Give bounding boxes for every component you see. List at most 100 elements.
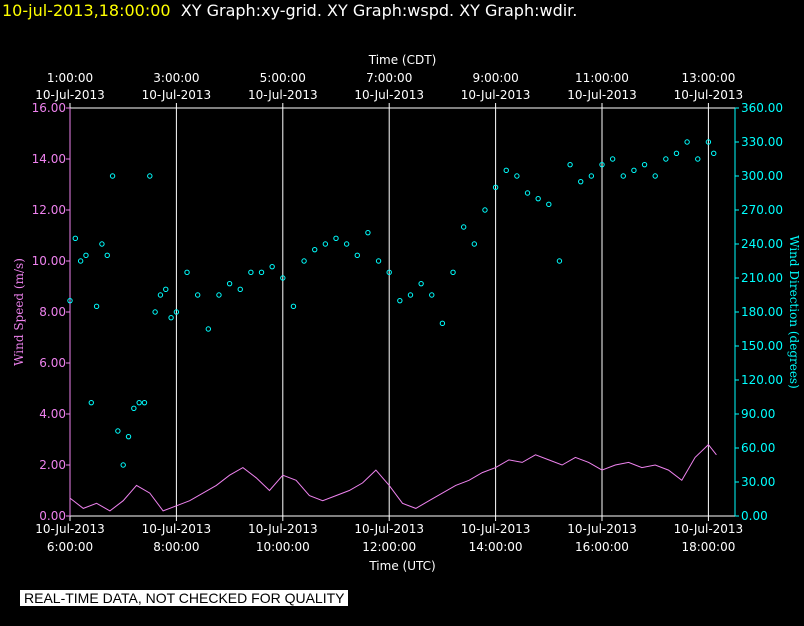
bottom-tick-date: 10-Jul-2013: [354, 522, 424, 536]
wind-direction-point: [120, 462, 126, 468]
wind-direction-point: [705, 139, 712, 145]
wind-direction-point: [375, 258, 382, 264]
header-graph-list: XY Graph:xy-grid. XY Graph:wspd. XY Grap…: [180, 1, 578, 20]
wind-direction-point: [173, 309, 180, 315]
wind-direction-point: [673, 150, 680, 157]
bottom-tick-time: 10:00:00: [256, 540, 310, 554]
wind-direction-point: [312, 246, 318, 253]
wind-direction-point: [354, 252, 360, 259]
left-tick-label: 4.00: [39, 407, 66, 421]
right-tick-label: 270.00: [741, 203, 783, 217]
wind-direction-point: [407, 292, 414, 298]
wind-direction-point: [115, 428, 121, 434]
wind-direction-point: [343, 241, 350, 247]
wind-direction-point: [269, 263, 275, 270]
wind-direction-point: [460, 224, 467, 230]
bottom-tick-date: 10-Jul-2013: [35, 522, 105, 536]
wind-direction-point: [104, 252, 110, 259]
right-tick-label: 90.00: [741, 407, 775, 421]
wind-direction-point: [535, 195, 541, 202]
right-tick-label: 240.00: [741, 237, 783, 251]
wind-direction-point: [556, 258, 563, 264]
wind-direction-point: [333, 235, 339, 242]
top-tick-time: 11:00:00: [575, 71, 629, 85]
wind-direction-point: [471, 241, 478, 247]
wind-direction-point: [439, 320, 446, 327]
wind-direction-point: [168, 314, 174, 321]
wind-direction-point: [631, 167, 637, 174]
top-tick-date: 10-Jul-2013: [142, 88, 212, 102]
right-tick-label: 30.00: [741, 475, 775, 489]
wind-direction-point: [184, 269, 190, 276]
wind-direction-point: [88, 399, 94, 406]
wind-direction-point: [136, 399, 142, 406]
top-tick-time: 3:00:00: [153, 71, 199, 85]
right-tick-label: 150.00: [741, 339, 783, 353]
bottom-tick-date: 10-Jul-2013: [461, 522, 531, 536]
bottom-tick-date: 10-Jul-2013: [567, 522, 637, 536]
right-tick-label: 60.00: [741, 441, 775, 455]
left-tick-label: 12.00: [32, 203, 66, 217]
top-tick-date: 10-Jul-2013: [354, 88, 424, 102]
right-tick-label: 300.00: [741, 169, 783, 183]
right-tick-label: 360.00: [741, 101, 783, 115]
right-axis-title: Wind Direction (degrees): [787, 235, 801, 389]
wind-direction-point: [684, 139, 690, 145]
bottom-tick-time: 12:00:00: [362, 540, 416, 554]
wind-direction-point: [157, 292, 164, 298]
wind-direction-point: [386, 269, 392, 276]
top-tick-date: 10-Jul-2013: [35, 88, 105, 102]
header-timestamp: 10-jul-2013,18:00:00: [2, 1, 171, 20]
left-tick-label: 2.00: [39, 458, 66, 472]
bottom-tick-time: 18:00:00: [681, 540, 735, 554]
wind-direction-point: [482, 207, 488, 213]
left-tick-label: 16.00: [32, 101, 66, 115]
top-axis-title: Time (CDT): [368, 53, 437, 67]
wind-direction-point: [663, 156, 669, 162]
wind-direction-point: [99, 241, 105, 247]
left-tick-label: 10.00: [32, 254, 66, 268]
top-tick-time: 13:00:00: [681, 71, 735, 85]
left-axis-title: Wind Speed (m/s): [12, 258, 26, 366]
right-tick-label: 0.00: [741, 509, 768, 523]
top-tick-time: 5:00:00: [260, 71, 306, 85]
wind-direction-point: [609, 156, 616, 162]
wind-direction-point: [131, 405, 137, 412]
wind-direction-point: [152, 309, 158, 315]
wind-direction-point: [237, 286, 243, 293]
wind-direction-point: [163, 286, 169, 293]
left-tick-label: 8.00: [39, 305, 66, 319]
wind-direction-point: [524, 190, 531, 196]
right-tick-label: 330.00: [741, 135, 783, 149]
wind-direction-point: [141, 399, 148, 406]
bottom-tick-time: 14:00:00: [469, 540, 523, 554]
wind-direction-point: [652, 173, 658, 179]
wind-direction-point: [546, 201, 552, 208]
wind-direction-point: [514, 173, 520, 179]
chart-header: 10-jul-2013,18:00:00 XY Graph:xy-grid. X…: [2, 1, 577, 20]
wind-direction-point: [503, 167, 509, 174]
top-tick-date: 10-Jul-2013: [461, 88, 531, 102]
top-tick-time: 7:00:00: [366, 71, 412, 85]
wind-direction-point: [205, 326, 212, 332]
top-tick-time: 1:00:00: [47, 71, 93, 85]
wind-direction-point: [93, 303, 100, 310]
wind-direction-point: [72, 235, 79, 242]
wind-direction-point: [397, 297, 403, 304]
wind-direction-point: [450, 269, 456, 276]
wind-direction-point: [365, 229, 371, 236]
top-tick-time: 9:00:00: [472, 71, 518, 85]
wind-direction-point: [620, 173, 626, 179]
wind-direction-point: [322, 241, 329, 247]
wind-direction-point: [226, 280, 233, 287]
wind-direction-point: [194, 292, 201, 298]
left-tick-label: 0.00: [39, 509, 66, 523]
wind-direction-point: [711, 150, 717, 157]
wind-direction-point: [147, 173, 153, 179]
right-tick-label: 180.00: [741, 305, 783, 319]
wind-direction-point: [599, 161, 605, 168]
bottom-tick-date: 10-Jul-2013: [674, 522, 744, 536]
wind-direction-point: [492, 184, 499, 191]
bottom-tick-date: 10-Jul-2013: [142, 522, 212, 536]
